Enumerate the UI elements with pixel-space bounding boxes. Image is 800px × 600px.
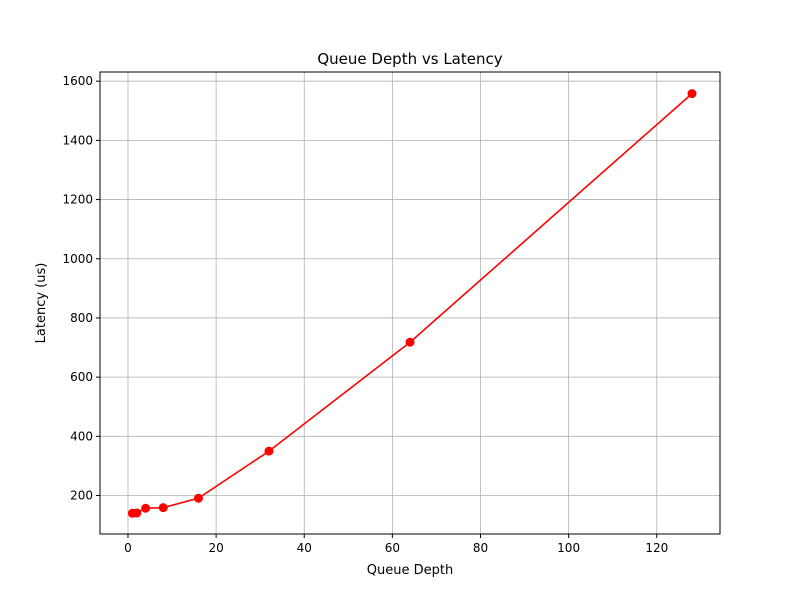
y-tick-label: 1000	[62, 252, 93, 266]
y-tick-label: 200	[70, 489, 93, 503]
y-tick-label: 1200	[62, 193, 93, 207]
y-axis-label: Latency (us)	[34, 263, 49, 344]
x-tick-label: 100	[557, 541, 580, 555]
data-point	[193, 493, 203, 503]
x-tick-label: 20	[208, 541, 223, 555]
y-tick-label: 800	[70, 311, 93, 325]
x-tick-label: 120	[645, 541, 668, 555]
x-tick-label: 80	[473, 541, 488, 555]
data-point	[405, 337, 415, 347]
data-point	[687, 89, 697, 99]
x-tick-label: 0	[124, 541, 132, 555]
y-tick-label: 1600	[62, 74, 93, 88]
x-axis-label: Queue Depth	[367, 563, 453, 578]
y-tick-label: 1400	[62, 133, 93, 147]
x-tick-label: 40	[297, 541, 312, 555]
grid	[100, 72, 720, 534]
data-point	[158, 503, 168, 513]
chart-title: Queue Depth vs Latency	[317, 50, 502, 68]
plot-frame	[99, 71, 721, 535]
data-point	[264, 446, 274, 456]
x-tick-label: 60	[385, 541, 400, 555]
y-tick-label: 400	[70, 429, 93, 443]
data-point	[141, 503, 151, 513]
y-tick-label: 600	[70, 370, 93, 384]
data-point	[132, 508, 142, 518]
axis-ticks: 0 20 40 60 80 100 120 200 400 600 800 1000 1200 1400 1…	[62, 74, 668, 555]
series-layer	[127, 89, 697, 518]
